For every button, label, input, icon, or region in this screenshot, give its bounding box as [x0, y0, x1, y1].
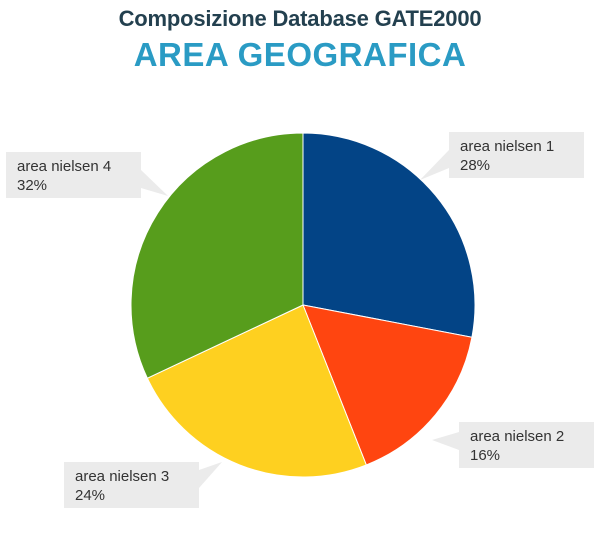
slice-value-label: 32%: [17, 177, 47, 194]
callout-box: [449, 132, 584, 178]
callout-pointer: [199, 462, 222, 488]
slice-value-label: 28%: [460, 157, 490, 174]
pie-slice-1: [302, 132, 476, 338]
callout-3: area nielsen 3 24%: [64, 462, 222, 508]
callout-pointer: [141, 170, 168, 196]
pie-slice-3: [146, 304, 367, 478]
chart-title: Composizione Database GATE2000: [118, 6, 482, 31]
callout-4: area nielsen 4 32%: [6, 152, 168, 198]
slice-label: area nielsen 2: [470, 428, 564, 445]
slice-label: area nielsen 3: [75, 468, 169, 485]
slice-label: area nielsen 1: [460, 138, 554, 155]
pie-slice-2: [302, 304, 473, 466]
pie-slices: [130, 132, 476, 478]
pie-callouts: area nielsen 128%area nielsen 216%area n…: [6, 132, 594, 508]
callout-box: [459, 422, 594, 468]
chart-subtitle: AREA GEOGRAFICA: [133, 36, 467, 73]
callout-box: [6, 152, 141, 198]
pie-slice-4: [130, 132, 304, 379]
callout-box: [64, 462, 199, 508]
callout-pointer: [420, 150, 449, 180]
slice-value-label: 24%: [75, 487, 105, 504]
callout-pointer: [432, 432, 459, 450]
callout-2: area nielsen 2 16%: [432, 422, 594, 468]
callout-1: area nielsen 1 28%: [420, 132, 584, 180]
slice-value-label: 16%: [470, 447, 500, 464]
slice-label: area nielsen 4: [17, 158, 111, 175]
